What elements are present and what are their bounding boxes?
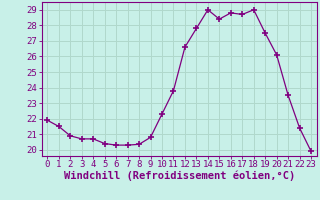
X-axis label: Windchill (Refroidissement éolien,°C): Windchill (Refroidissement éolien,°C) xyxy=(64,171,295,181)
